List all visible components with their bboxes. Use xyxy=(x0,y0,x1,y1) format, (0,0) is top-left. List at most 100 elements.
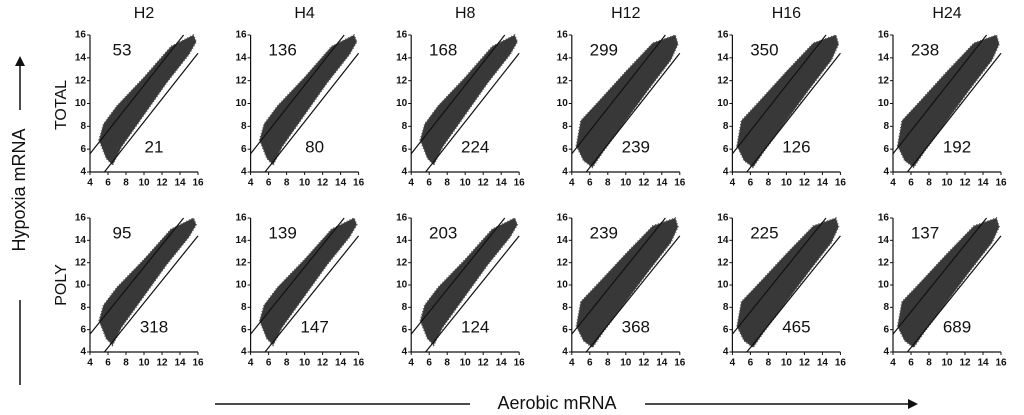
y-tick-label: 16 xyxy=(557,30,569,41)
density-cloud xyxy=(896,34,1000,169)
y-tick-label: 10 xyxy=(557,280,569,291)
y-tick-label: 4 xyxy=(562,167,568,178)
y-tick-label: 12 xyxy=(878,75,890,86)
panel-title: H2 xyxy=(134,5,155,22)
up-count: 136 xyxy=(268,40,296,59)
cutoff-line xyxy=(410,217,506,335)
down-count: 80 xyxy=(305,137,324,156)
x-tick-label: 14 xyxy=(496,358,508,369)
y-tick-label: 14 xyxy=(75,52,87,63)
y-tick-label: 12 xyxy=(75,257,87,268)
y-tick-label: 16 xyxy=(557,213,569,224)
x-tick-label: 12 xyxy=(317,358,329,369)
x-tick-label: 12 xyxy=(638,358,650,369)
y-tick-label: 16 xyxy=(75,213,87,224)
y-tick-label: 12 xyxy=(396,75,408,86)
x-tick-label: 8 xyxy=(605,358,611,369)
x-tick-label: 14 xyxy=(174,178,186,189)
x-tick-label: 14 xyxy=(496,178,508,189)
cutoff-line xyxy=(89,34,185,155)
x-tick-label: 8 xyxy=(284,178,290,189)
x-tick-label: 14 xyxy=(817,178,829,189)
y-tick-label: 14 xyxy=(396,52,408,63)
x-tick-label: 14 xyxy=(817,358,829,369)
cutoff-line xyxy=(89,217,185,335)
y-tick-label: 14 xyxy=(396,235,408,246)
y-arrowhead xyxy=(15,56,25,66)
x-tick-label: 6 xyxy=(266,358,272,369)
cutoff-line xyxy=(410,34,506,155)
x-tick-label: 10 xyxy=(941,178,953,189)
x-tick-label: 4 xyxy=(87,178,93,189)
x-tick-label: 6 xyxy=(105,358,111,369)
y-tick-label: 14 xyxy=(717,52,729,63)
y-tick-label: 4 xyxy=(80,347,86,358)
x-tick-label: 4 xyxy=(87,358,93,369)
y-tick-label: 8 xyxy=(80,121,86,132)
y-tick-label: 4 xyxy=(241,347,247,358)
y-tick-label: 10 xyxy=(75,98,87,109)
y-tick-label: 6 xyxy=(883,144,889,155)
cutoff-line xyxy=(892,34,988,155)
x-tick-label: 8 xyxy=(444,178,450,189)
x-tick-label: 8 xyxy=(284,358,290,369)
x-tick-label: 10 xyxy=(460,358,472,369)
down-count: 689 xyxy=(943,317,971,336)
y-tick-label: 12 xyxy=(557,75,569,86)
down-count: 126 xyxy=(782,137,810,156)
x-arrowhead xyxy=(908,399,918,409)
y-tick-label: 10 xyxy=(878,280,890,291)
y-tick-label: 10 xyxy=(235,280,247,291)
y-tick-label: 12 xyxy=(75,75,87,86)
x-tick-label: 10 xyxy=(620,358,632,369)
cutoff-line xyxy=(585,235,681,353)
down-count: 239 xyxy=(622,137,650,156)
x-tick-label: 16 xyxy=(674,358,686,369)
y-tick-label: 8 xyxy=(723,302,729,313)
x-tick-label: 12 xyxy=(638,178,650,189)
x-tick-label: 14 xyxy=(335,178,347,189)
x-tick-label: 4 xyxy=(408,358,414,369)
cutoff-line xyxy=(425,235,520,353)
y-tick-label: 16 xyxy=(235,213,247,224)
cutoff-line xyxy=(906,235,1002,353)
x-tick-label: 6 xyxy=(748,178,754,189)
x-axis-title: Aerobic mRNA xyxy=(497,393,616,413)
cutoff-line xyxy=(571,34,666,155)
cutoff-line xyxy=(906,52,1002,173)
x-tick-label: 16 xyxy=(674,178,686,189)
up-count: 168 xyxy=(429,40,457,59)
panel-title: H4 xyxy=(294,5,315,22)
y-tick-label: 6 xyxy=(80,144,86,155)
y-tick-label: 8 xyxy=(723,121,729,132)
y-tick-label: 8 xyxy=(402,302,408,313)
cutoff-line xyxy=(746,235,841,353)
x-tick-label: 8 xyxy=(926,178,932,189)
cutoff-line xyxy=(425,52,520,173)
density-cloud xyxy=(896,217,1001,349)
y-tick-label: 14 xyxy=(557,52,569,63)
y-tick-label: 4 xyxy=(723,167,729,178)
y-tick-label: 14 xyxy=(878,52,890,63)
x-tick-label: 10 xyxy=(138,358,150,369)
x-tick-label: 14 xyxy=(174,358,186,369)
x-tick-label: 10 xyxy=(460,178,472,189)
x-tick-label: 12 xyxy=(317,178,329,189)
y-tick-label: 12 xyxy=(235,257,247,268)
x-tick-label: 8 xyxy=(123,178,129,189)
x-tick-label: 10 xyxy=(620,178,632,189)
y-tick-label: 6 xyxy=(402,324,408,335)
y-tick-label: 16 xyxy=(235,30,247,41)
x-tick-label: 12 xyxy=(799,358,811,369)
x-tick-label: 16 xyxy=(514,358,526,369)
x-tick-label: 12 xyxy=(156,358,168,369)
x-tick-label: 6 xyxy=(908,358,914,369)
x-tick-label: 16 xyxy=(514,178,526,189)
x-tick-label: 10 xyxy=(299,178,311,189)
panel-title: H12 xyxy=(611,5,640,22)
x-tick-label: 8 xyxy=(766,178,772,189)
y-tick-label: 10 xyxy=(878,98,890,109)
x-tick-label: 4 xyxy=(408,178,414,189)
